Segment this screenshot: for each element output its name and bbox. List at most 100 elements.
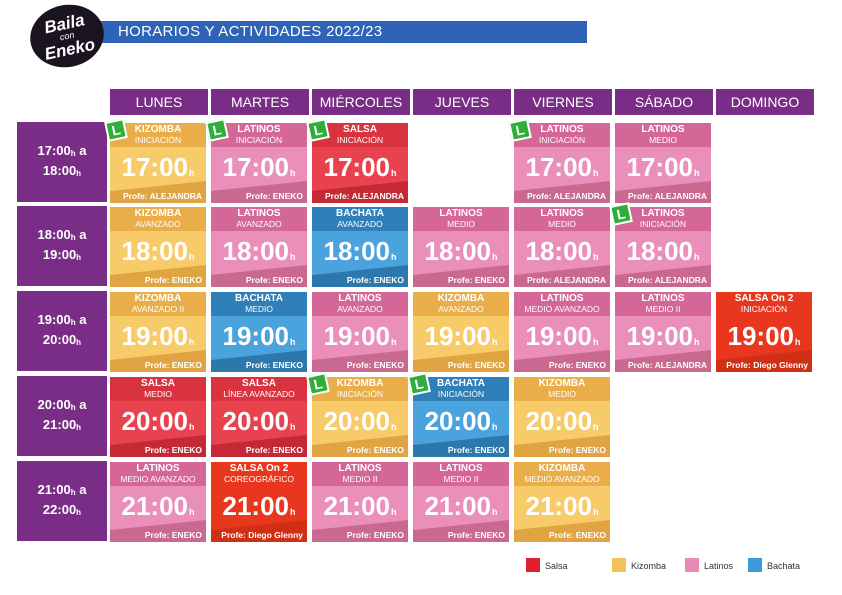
class-name: LATINOS: [540, 293, 584, 304]
class-time: 20:00 h: [110, 399, 206, 443]
class-time-value: 18:00: [323, 235, 391, 266]
class-level: INICIACIÓN: [437, 389, 485, 399]
legend-label: Salsa: [545, 561, 568, 571]
class-header: SALSA On 2 INICIACIÓN: [716, 292, 812, 316]
class-cell[interactable]: LATINOS INICIACIÓN 18:00 h Profe: ALEJANDRA: [615, 207, 711, 287]
class-header: LATINOS MEDIO II: [413, 462, 509, 486]
class-cell[interactable]: KIZOMBA AVANZADO II 19:00 h Profe: ENEKO: [110, 292, 206, 372]
legend-label: Latinos: [704, 561, 734, 571]
class-time-suffix: h: [189, 337, 195, 347]
class-level: AVANZADO: [236, 219, 282, 229]
class-cell[interactable]: BACHATA AVANZADO 18:00 h Profe: ENEKO: [312, 207, 408, 287]
day-header-2: MIÉRCOLES: [312, 89, 410, 115]
class-cell[interactable]: LATINOS MEDIO 18:00 h Profe: ENEKO: [413, 207, 509, 287]
class-cell[interactable]: SALSA On 2 COREOGRÁFICO 21:00 h Profe: Diego…: [211, 462, 307, 542]
class-teacher: Profe: ENEKO: [548, 445, 606, 455]
class-cell[interactable]: LATINOS MEDIO II 21:00 h Profe: ENEKO: [312, 462, 408, 542]
class-level: INICIACIÓN: [235, 135, 283, 145]
class-time: 17:00 h: [211, 145, 307, 189]
time-slot-start: 21:00h a: [37, 482, 87, 497]
time-slot-end: 22:00h: [42, 502, 82, 517]
class-cell[interactable]: KIZOMBA AVANZADO 19:00 h Profe: ENEKO: [413, 292, 509, 372]
cell-wedge: [110, 435, 206, 457]
beginner-badge-icon: L: [609, 202, 633, 226]
class-time-suffix: h: [189, 422, 195, 432]
class-level: INICIACIÓN: [336, 389, 384, 399]
class-name: LATINOS: [540, 124, 584, 135]
time-h-suffix: h: [70, 233, 76, 242]
class-time-suffix: h: [593, 337, 599, 347]
class-cell[interactable]: SALSA MEDIO 20:00 h Profe: ENEKO: [110, 377, 206, 457]
class-cell[interactable]: LATINOS AVANZADO 18:00 h Profe: ENEKO: [211, 207, 307, 287]
cell-wedge: [110, 520, 206, 542]
time-h-suffix: h: [76, 423, 82, 432]
class-name: SALSA: [141, 378, 175, 389]
cell-wedge: [514, 520, 610, 542]
time-h-suffix: h: [76, 253, 82, 262]
class-cell[interactable]: SALSA On 2 INICIACIÓN 19:00 h Profe: Diego G…: [716, 292, 812, 372]
class-time: 19:00 h: [413, 314, 509, 358]
class-time-value: 21:00: [424, 490, 492, 521]
time-h-suffix: h: [76, 508, 82, 517]
time-h-suffix: h: [76, 169, 82, 178]
class-cell[interactable]: BACHATA MEDIO 19:00 h Profe: ENEKO: [211, 292, 307, 372]
class-cell[interactable]: LATINOS MEDIO 18:00 h Profe: ALEJANDRA: [514, 207, 610, 287]
day-header-3: JUEVES: [413, 89, 511, 115]
class-time-suffix: h: [492, 252, 498, 262]
class-level: MEDIO II: [645, 304, 681, 314]
class-time-value: 19:00: [121, 320, 189, 351]
cell-wedge: [211, 350, 307, 372]
class-time-value: 18:00: [121, 235, 189, 266]
cell-wedge: [413, 265, 509, 287]
class-name: LATINOS: [641, 208, 685, 219]
class-time-suffix: h: [593, 252, 599, 262]
legend-swatch: [612, 558, 626, 572]
class-time-suffix: h: [795, 337, 801, 347]
class-time-value: 19:00: [323, 320, 391, 351]
class-cell[interactable]: KIZOMBA MEDIO AVANZADO 21:00 h Profe: ENEKO: [514, 462, 610, 542]
cell-wedge: [312, 181, 408, 203]
class-time-value: 21:00: [323, 490, 391, 521]
class-header: LATINOS MEDIO: [413, 207, 509, 231]
class-level: INICIACIÓN: [336, 135, 384, 145]
class-cell[interactable]: KIZOMBA MEDIO 20:00 h Profe: ENEKO: [514, 377, 610, 457]
class-cell[interactable]: LATINOS MEDIO 17:00 h Profe: ALEJANDRA: [615, 123, 711, 203]
class-cell[interactable]: LATINOS AVANZADO 19:00 h Profe: ENEKO: [312, 292, 408, 372]
class-time-value: 20:00: [222, 405, 290, 436]
class-cell[interactable]: KIZOMBA AVANZADO 18:00 h Profe: ENEKO: [110, 207, 206, 287]
class-name: SALSA On 2: [229, 463, 289, 474]
class-level: MEDIO AVANZADO: [120, 474, 196, 484]
class-header: LATINOS MEDIO II: [615, 292, 711, 316]
class-level: MEDIO: [548, 219, 576, 229]
class-time-suffix: h: [189, 168, 195, 178]
legend-label: Bachata: [767, 561, 801, 571]
class-cell[interactable]: LATINOS MEDIO AVANZADO 19:00 h Profe: ENEKO: [514, 292, 610, 372]
class-time: 17:00 h: [514, 145, 610, 189]
class-time-suffix: h: [391, 168, 397, 178]
class-cell[interactable]: LATINOS MEDIO II 19:00 h Profe: ALEJANDRA: [615, 292, 711, 372]
time-slot-end: 19:00h: [42, 247, 82, 262]
class-cell[interactable]: BACHATA INICIACIÓN 20:00 h Profe: ENEKO: [413, 377, 509, 457]
class-time: 18:00 h: [514, 229, 610, 273]
class-header: BACHATA AVANZADO: [312, 207, 408, 231]
class-cell[interactable]: LATINOS MEDIO II 21:00 h Profe: ENEKO: [413, 462, 509, 542]
class-time-suffix: h: [189, 252, 195, 262]
class-time-value: 17:00: [323, 151, 391, 182]
class-name: KIZOMBA: [538, 378, 586, 389]
class-cell[interactable]: LATINOS MEDIO AVANZADO 21:00 h Profe: ENEKO: [110, 462, 206, 542]
class-time-value: 17:00: [222, 151, 290, 182]
class-time: 17:00 h: [312, 145, 408, 189]
beginner-badge-icon: L: [407, 372, 431, 396]
class-time-value: 21:00: [525, 490, 593, 521]
legend-swatch: [748, 558, 762, 572]
class-time-suffix: h: [189, 507, 195, 517]
class-header: LATINOS MEDIO: [514, 207, 610, 231]
cell-wedge: [312, 435, 408, 457]
class-time: 17:00 h: [110, 145, 206, 189]
cell-wedge: [211, 181, 307, 203]
class-cell[interactable]: SALSA LÍNEA AVANZADO 20:00 h Profe: ENEKO: [211, 377, 307, 457]
class-time-value: 19:00: [727, 320, 795, 351]
class-name: BACHATA: [437, 378, 485, 389]
class-time-suffix: h: [593, 422, 599, 432]
class-level: INICIACIÓN: [134, 135, 182, 145]
